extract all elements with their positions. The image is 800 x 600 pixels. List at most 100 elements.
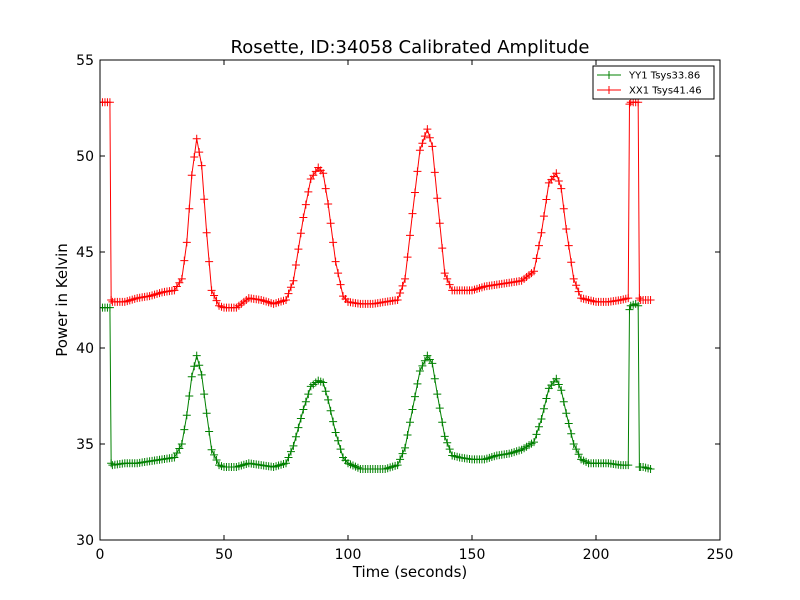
data-point [172,448,181,457]
data-point [286,283,295,292]
data-point [195,148,204,157]
data-point [542,195,551,204]
data-point [440,432,449,441]
data-point [336,280,345,289]
data-point [403,431,412,440]
data-point [433,390,442,399]
data-point [331,257,340,266]
data-point [445,280,454,289]
data-point [107,296,116,304]
data-point [646,296,655,304]
data-point [438,244,447,253]
data-point [574,287,583,296]
data-point [408,209,417,218]
data-point [567,429,576,438]
data-point [284,289,293,298]
data-point [192,134,201,143]
data-point [418,361,427,370]
data-point [646,464,655,473]
data-point [559,397,568,406]
data-point [180,425,189,434]
data-point [428,142,437,151]
data-point [624,461,633,470]
data-point [105,303,114,312]
data-point [542,394,551,403]
data-point [435,219,444,228]
data-point [190,152,199,161]
data-point [324,200,333,208]
y-tick-label: 45 [76,245,94,261]
data-point [182,411,191,420]
data-point [197,161,206,170]
data-point [398,281,407,290]
data-point [415,146,424,155]
data-point [445,445,454,454]
data-point [197,370,206,379]
data-point [625,100,634,109]
data-point [185,392,194,400]
data-point [532,254,541,263]
data-point [557,386,566,395]
data-point [212,456,221,464]
data-point [200,390,209,399]
data-point [423,125,432,134]
data-point [393,461,402,470]
data-point [331,428,340,437]
data-point [569,274,578,283]
data-point [326,406,335,415]
data-point [438,418,447,427]
data-point [205,427,214,436]
data-point [393,296,402,304]
data-point [175,444,184,453]
data-point [530,438,538,447]
data-point [180,256,189,265]
data-point [182,238,191,247]
x-tick-label: 250 [707,547,734,563]
data-point [291,260,300,269]
data-point [289,441,298,450]
data-point [403,253,412,262]
data-point [420,132,429,141]
data-point [564,241,573,250]
data-point [107,459,116,468]
data-point [443,438,452,447]
data-point [430,374,439,383]
data-point [410,188,419,197]
legend-label: XX1 Tsys41.46 [629,86,702,97]
data-point [202,409,211,418]
data-point [624,294,633,303]
data-point [190,362,199,371]
data-point [435,404,444,413]
data-point [202,228,211,237]
data-point [396,455,405,464]
data-point [296,229,305,238]
data-point [406,418,414,427]
x-tick-label: 0 [96,547,105,563]
data-point [329,417,338,426]
data-point [319,378,328,387]
data-point [539,404,548,413]
data-point [299,213,308,222]
data-point [289,276,298,285]
y-tick-label: 35 [76,437,94,453]
data-point [195,361,204,370]
data-point [625,305,634,314]
data-point [559,204,568,213]
data-point [401,443,410,452]
legend-entry: YY1 Tsys33.86 [597,71,700,82]
data-point [443,274,452,283]
x-axis-label: Time (seconds) [352,563,468,581]
legend-box [592,65,715,100]
data-point [207,286,216,295]
data-point [554,380,563,389]
data-point [537,228,546,237]
data-point [304,187,313,196]
data-point [187,171,196,180]
data-point [557,184,566,193]
data-point [398,449,407,458]
data-point [205,257,214,266]
data-point [572,445,581,454]
data-point [294,245,303,254]
data-point [530,267,538,276]
